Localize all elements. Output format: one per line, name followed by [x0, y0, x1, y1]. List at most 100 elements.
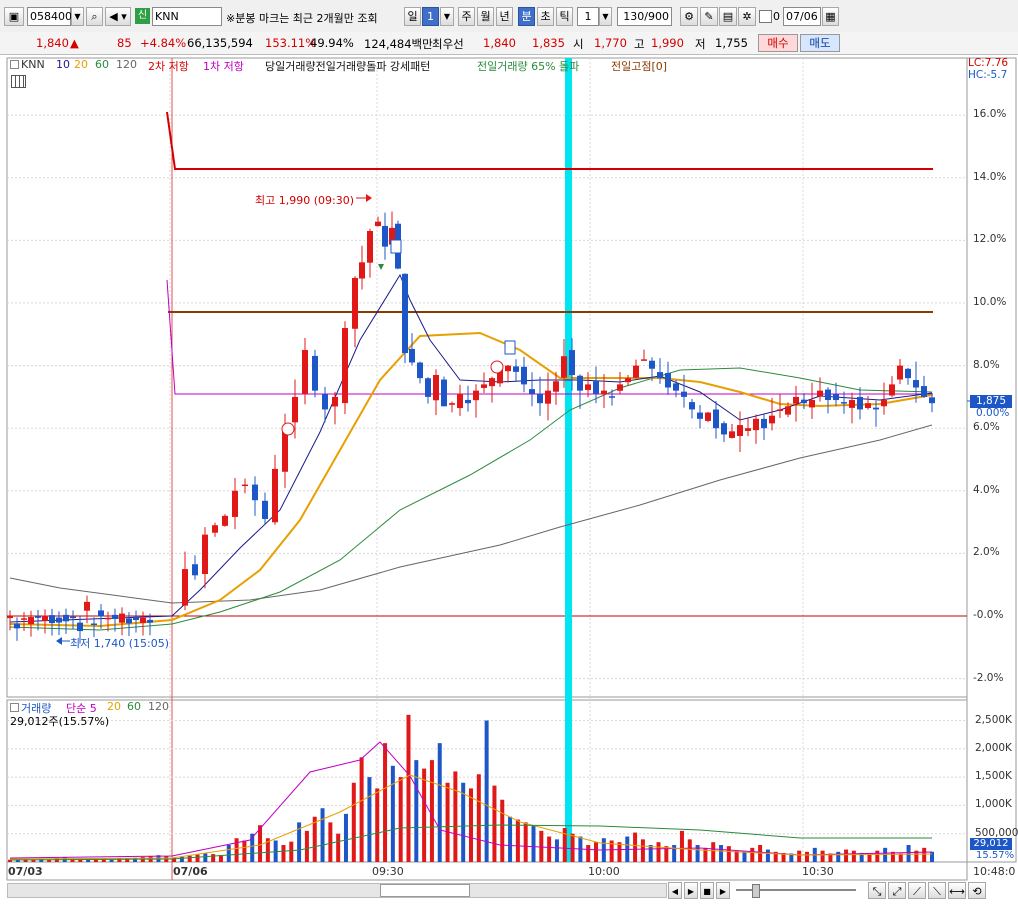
volume-bar: [875, 850, 880, 862]
grid-toggle-icon[interactable]: [11, 75, 26, 88]
up-arrow-icon: ▲: [70, 36, 79, 50]
sell-button[interactable]: 매도: [800, 34, 840, 52]
volume-bar: [586, 845, 591, 862]
candle-down: [112, 614, 118, 619]
legend-ma20: 20: [74, 58, 88, 71]
scroll-prev-icon[interactable]: ◀: [668, 882, 682, 899]
tab-day-count[interactable]: 1: [422, 7, 439, 26]
candle-up: [182, 569, 188, 606]
interval-dropdown-button[interactable]: ▼: [599, 7, 612, 26]
draw-trend-icon[interactable]: ⟍: [928, 882, 946, 899]
candle-up: [332, 396, 338, 407]
best-quote-label: 최우선: [432, 37, 464, 51]
calendar-icon[interactable]: ▦: [822, 7, 839, 26]
legend-checkbox-icon[interactable]: [10, 60, 19, 69]
tab-month[interactable]: 월: [477, 7, 494, 26]
volume-bar: [31, 859, 36, 862]
save-icon[interactable]: ▤: [719, 7, 737, 26]
volume-bar: [484, 720, 489, 862]
tab-year[interactable]: 년: [496, 7, 513, 26]
volume-bar: [398, 777, 403, 862]
count-input[interactable]: 130/900: [617, 7, 672, 26]
candle-up: [897, 365, 903, 380]
candle-up: [817, 390, 823, 397]
candle-down: [14, 623, 20, 629]
draw-tool-icon[interactable]: ✎: [700, 7, 718, 26]
scrollbar-thumb[interactable]: [380, 884, 470, 897]
buy-button[interactable]: 매수: [758, 34, 798, 52]
tab-dropdown-icon[interactable]: ▼: [440, 7, 454, 26]
draw-line-icon[interactable]: ⟋: [908, 882, 926, 899]
scrollbar-track[interactable]: [7, 883, 667, 898]
volume-bar: [867, 853, 872, 862]
zoom-slider[interactable]: [736, 889, 856, 891]
candle-up: [342, 328, 348, 404]
stop-icon[interactable]: ■: [700, 882, 714, 899]
play-icon[interactable]: ▶: [716, 882, 730, 899]
tab-tick[interactable]: 틱: [556, 7, 573, 26]
candle-down: [721, 423, 727, 435]
zoom-out-icon[interactable]: ⤢: [888, 882, 906, 899]
volume-bar: [265, 838, 270, 862]
candle-down: [913, 380, 919, 388]
candle-up: [367, 231, 373, 263]
scroll-next-icon[interactable]: ▶: [684, 882, 698, 899]
new-listing-badge: 신: [135, 8, 150, 24]
current-price: 1,840: [36, 36, 69, 50]
sound-icon[interactable]: ◀ ▾: [105, 7, 131, 26]
reset-view-icon[interactable]: ⟲: [968, 882, 986, 899]
low-label: 저: [695, 37, 706, 51]
candle-up: [881, 400, 887, 407]
candle-down: [929, 397, 935, 404]
candle-up: [42, 615, 48, 621]
open-label: 시: [573, 37, 584, 51]
candle-down: [537, 393, 543, 404]
sell-signal-icon: [504, 340, 516, 355]
stock-name-field[interactable]: KNN: [152, 7, 222, 26]
settings-icon[interactable]: ✲: [738, 7, 756, 26]
candle-down: [147, 619, 153, 623]
x-axis-label: 10:30: [802, 865, 834, 878]
tab-day[interactable]: 일: [404, 7, 421, 26]
window-icon[interactable]: ▣: [4, 7, 24, 26]
volume-bar: [554, 839, 559, 862]
candle-up: [849, 400, 855, 408]
stock-code-input[interactable]: 058400: [27, 7, 72, 26]
zoom-in-icon[interactable]: ⤡: [868, 882, 886, 899]
candle-down: [382, 225, 388, 247]
indicator-icon[interactable]: ⚙: [680, 7, 698, 26]
candle-down: [513, 366, 519, 372]
volume-bar: [429, 760, 434, 862]
legend-ma120: 120: [116, 58, 137, 71]
code-dropdown-button[interactable]: ▼: [71, 7, 84, 26]
resistance-1-line: [166, 279, 933, 395]
tab-minute[interactable]: 분: [518, 7, 535, 26]
candle-up: [489, 378, 495, 387]
date-checkbox[interactable]: [759, 10, 772, 23]
ma10-line: [9, 273, 933, 623]
candle-down: [322, 394, 328, 410]
volume-bar: [179, 856, 184, 862]
tab-second[interactable]: 초: [537, 7, 554, 26]
volume-bar: [383, 743, 388, 862]
change-rate: +4.84%: [140, 36, 187, 50]
volume-checkbox-icon[interactable]: [10, 703, 19, 712]
candle-down: [441, 379, 447, 407]
zoom-slider-handle[interactable]: [752, 884, 760, 898]
candle-down: [689, 402, 695, 410]
volume-bar: [844, 849, 849, 862]
tab-week[interactable]: 주: [458, 7, 475, 26]
legend-stock-name: KNN: [21, 58, 45, 71]
search-icon[interactable]: ⌕: [86, 7, 103, 26]
volume-bar: [914, 850, 919, 862]
ma20-line: [9, 331, 933, 628]
interval-input[interactable]: 1: [577, 7, 599, 26]
candle-down: [126, 618, 132, 624]
candle-down: [49, 615, 55, 624]
draw-ruler-icon[interactable]: ⟷: [948, 882, 966, 899]
date-input[interactable]: 07/06: [783, 7, 821, 26]
volume-bar: [734, 850, 739, 862]
candle-up: [737, 425, 743, 436]
volume-bar: [703, 847, 708, 862]
